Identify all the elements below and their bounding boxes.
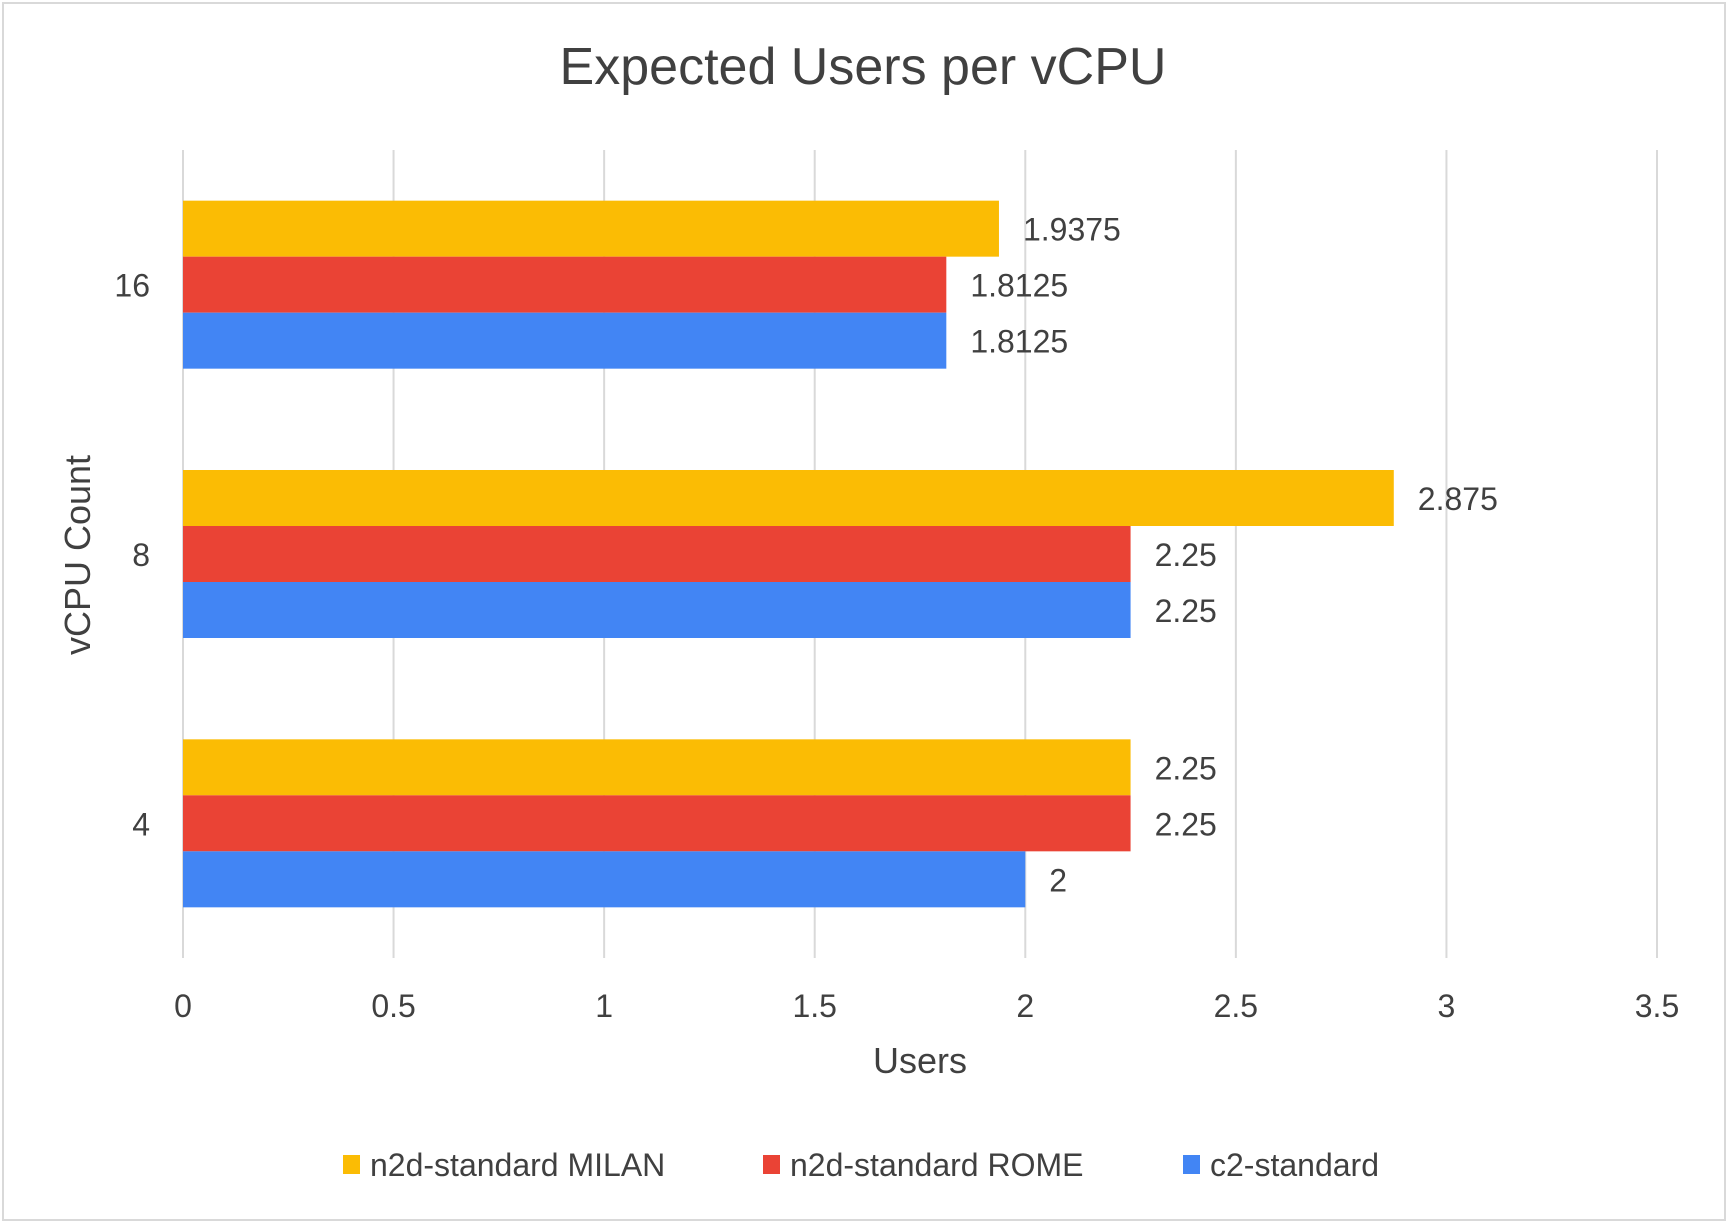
data-label: 2.875 bbox=[1418, 481, 1498, 517]
data-label: 1.9375 bbox=[1023, 212, 1121, 248]
bar bbox=[183, 312, 947, 369]
x-tick-label: 3.5 bbox=[1635, 988, 1679, 1024]
x-tick-label: 0.5 bbox=[371, 988, 415, 1024]
x-tick-label: 1.5 bbox=[792, 988, 836, 1024]
bar bbox=[183, 851, 1026, 908]
data-label: 2 bbox=[1049, 862, 1067, 898]
bar bbox=[183, 256, 947, 313]
data-label: 2.25 bbox=[1155, 806, 1217, 842]
legend-swatch bbox=[343, 1155, 360, 1174]
legend-label: c2-standard bbox=[1210, 1147, 1379, 1183]
bar bbox=[183, 582, 1131, 638]
legend: n2d-standard MILAN n2d-standard ROME c2-st… bbox=[343, 1147, 1379, 1183]
data-label: 2.25 bbox=[1155, 593, 1217, 629]
x-tick-labels: 0 0.5 1 1.5 2 2.5 3 3.5 bbox=[174, 988, 1679, 1024]
legend-label: n2d-standard ROME bbox=[790, 1147, 1083, 1183]
data-label: 1.8125 bbox=[970, 324, 1068, 360]
data-label: 2.25 bbox=[1155, 537, 1217, 573]
bar bbox=[183, 200, 999, 257]
x-axis-label: Users bbox=[873, 1040, 967, 1081]
x-tick-label: 2 bbox=[1016, 988, 1034, 1024]
legend-label: n2d-standard MILAN bbox=[370, 1147, 665, 1183]
bar bbox=[183, 526, 1131, 582]
x-tick-label: 2.5 bbox=[1214, 988, 1258, 1024]
chart-title: Expected Users per vCPU bbox=[560, 38, 1167, 96]
x-tick-label: 1 bbox=[595, 988, 613, 1024]
data-label: 1.8125 bbox=[970, 268, 1068, 304]
bar bbox=[183, 470, 1394, 526]
bar bbox=[183, 795, 1131, 852]
y-tick-label: 16 bbox=[114, 268, 150, 304]
y-tick-label: 8 bbox=[132, 537, 150, 573]
bars: 1.9375 1.8125 1.8125 2.875 2.25 2.25 2.25 2.25 2 bbox=[183, 200, 1498, 908]
data-label: 2.25 bbox=[1155, 750, 1217, 786]
y-axis-label: vCPU Count bbox=[57, 455, 98, 655]
y-tick-label: 4 bbox=[132, 806, 150, 842]
legend-swatch bbox=[1183, 1155, 1200, 1174]
x-tick-label: 0 bbox=[174, 988, 192, 1024]
bar bbox=[183, 739, 1131, 796]
x-tick-label: 3 bbox=[1438, 988, 1456, 1024]
legend-swatch bbox=[763, 1155, 780, 1174]
